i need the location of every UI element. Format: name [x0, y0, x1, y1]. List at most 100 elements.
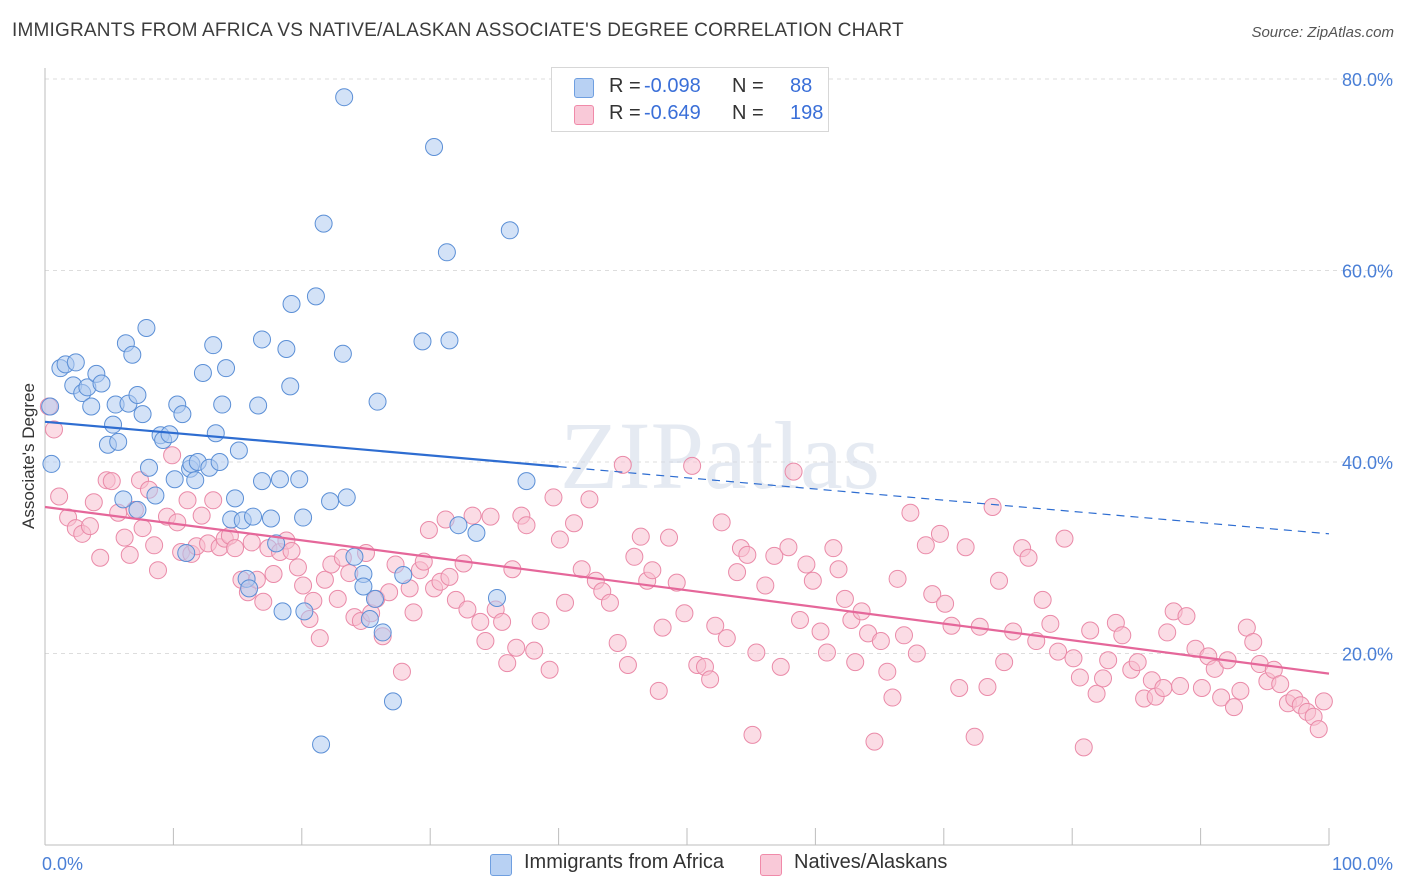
data-point [186, 471, 205, 490]
data-point [1064, 649, 1083, 668]
data-point [1087, 684, 1106, 703]
data-point [883, 688, 902, 707]
data-point [123, 345, 142, 364]
data-point [206, 424, 225, 443]
data-point [114, 490, 133, 509]
data-point [517, 516, 536, 535]
gridlines [45, 78, 1395, 654]
data-point [747, 643, 766, 662]
data-point [315, 570, 334, 589]
data-point [419, 520, 438, 539]
data-point [756, 576, 775, 595]
data-point [706, 616, 725, 635]
data-point [240, 579, 259, 598]
data-point [226, 539, 245, 558]
data-point [888, 569, 907, 588]
data-point [133, 405, 152, 424]
data-point [148, 561, 167, 580]
data-point [667, 573, 686, 592]
axes [44, 68, 1330, 846]
data-point [50, 487, 69, 506]
data-point [471, 612, 490, 631]
legend-r-value: -0.649 [644, 102, 701, 124]
x-tick-label: 100.0% [1332, 854, 1393, 874]
data-point [354, 577, 373, 596]
data-point [193, 363, 212, 382]
data-point [1212, 688, 1231, 707]
data-point [446, 590, 465, 609]
data-point [145, 536, 164, 555]
legend-r-label: R = [609, 75, 641, 97]
y-tick-label: 20.0% [1342, 645, 1393, 665]
data-point [133, 519, 152, 538]
data-point [146, 486, 165, 505]
x-tick-label: 0.0% [42, 854, 83, 874]
data-point [449, 516, 468, 535]
data-point [337, 488, 356, 507]
data-point [811, 622, 830, 641]
data-point [92, 374, 111, 393]
data-point [273, 602, 292, 621]
data-point [120, 545, 139, 564]
data-point [115, 528, 134, 547]
data-point [163, 446, 182, 465]
data-point [675, 604, 694, 623]
data-point [294, 508, 313, 527]
data-point [878, 662, 897, 681]
data-point [282, 542, 301, 561]
data-point [42, 454, 61, 473]
data-point [1158, 623, 1177, 642]
data-point [217, 359, 236, 378]
data-point [625, 547, 644, 566]
data-point [226, 489, 245, 508]
data-point [1177, 607, 1196, 626]
data-point [368, 392, 387, 411]
data-point [288, 558, 307, 577]
data-point [345, 547, 364, 566]
data-point [476, 632, 495, 651]
data-point [701, 670, 720, 689]
data-point [507, 638, 526, 657]
data-point [394, 565, 413, 584]
legend-n-value: 88 [790, 75, 813, 97]
data-point [252, 472, 271, 491]
data-point [717, 629, 736, 648]
data-point [995, 653, 1014, 672]
bottom-legend-label: Natives/Alaskans [794, 851, 948, 873]
data-point [425, 137, 444, 156]
data-point [261, 509, 280, 528]
data-point [930, 524, 949, 543]
data-point [270, 470, 289, 489]
data-point [440, 567, 459, 586]
data-point [790, 610, 809, 629]
legend-r-label: R = [609, 102, 641, 124]
data-point [440, 331, 459, 350]
data-point [192, 506, 211, 525]
data-point [109, 432, 128, 451]
data-point [978, 678, 997, 697]
data-point [894, 626, 913, 645]
source-label: Source: ZipAtlas.com [1251, 24, 1394, 41]
legend-r-value: -0.098 [644, 75, 701, 97]
data-point [653, 618, 672, 637]
y-tick-label: 60.0% [1342, 262, 1393, 282]
data-point [1099, 651, 1118, 670]
data-point [1094, 669, 1113, 688]
data-point [618, 655, 637, 674]
bottom-legend-swatch-pink [760, 854, 782, 876]
legend-swatch-blue [574, 78, 594, 98]
data-point [294, 576, 313, 595]
data-point [817, 643, 836, 662]
data-point [643, 561, 662, 580]
data-point [1055, 529, 1074, 548]
data-point [1041, 614, 1060, 633]
data-point [1244, 633, 1263, 652]
data-point [360, 610, 379, 629]
data-point [178, 491, 197, 510]
data-point [1192, 678, 1211, 697]
data-point [1271, 675, 1290, 694]
data-point [1128, 653, 1147, 672]
data-point [281, 377, 300, 396]
data-point [608, 633, 627, 652]
